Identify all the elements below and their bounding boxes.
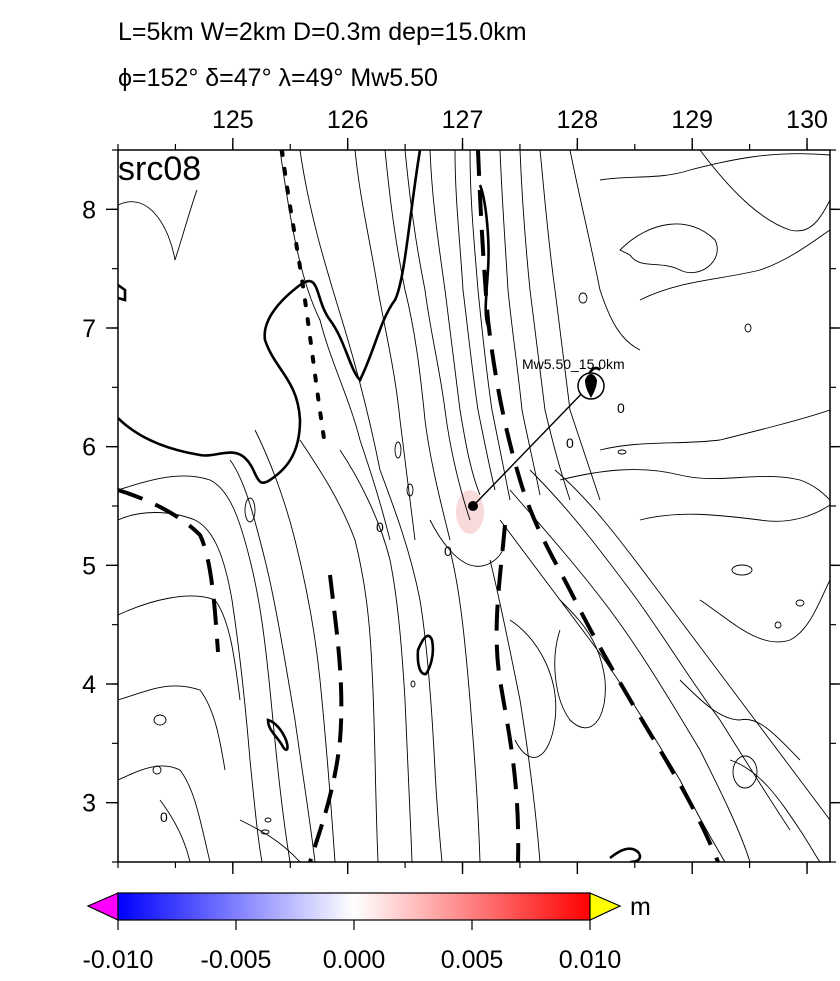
colorbar-over-triangle xyxy=(589,892,622,921)
contour-label: 0 xyxy=(160,809,168,825)
event-label: Mw5.50_15.0km xyxy=(522,356,625,372)
panel-label: src08 xyxy=(118,150,201,188)
lat-tick-label: 4 xyxy=(82,671,96,699)
contour-label: 0 xyxy=(566,435,574,451)
lon-tick-label: 130 xyxy=(786,106,828,134)
contour-label: 0 xyxy=(444,543,452,559)
source-parameters-title: L=5km W=2km D=0.3m dep=15.0km xyxy=(118,18,527,46)
closed-contours xyxy=(152,292,805,835)
colorbar-unit: m xyxy=(630,893,651,921)
colorbar-gradient xyxy=(117,892,591,921)
trench-lines xyxy=(118,150,720,862)
contour-layer: 0 0 0 0 0 xyxy=(118,150,830,862)
lat-tick-label: 8 xyxy=(82,196,96,224)
fault-projection-line xyxy=(472,384,591,507)
contour-label: 0 xyxy=(617,400,625,416)
fault-centroid-marker xyxy=(468,501,478,511)
deformation-patch xyxy=(456,490,484,534)
lon-tick-label: 128 xyxy=(556,106,598,134)
map-axes: 125 126 127 128 129 130 3 4 5 6 7 8 xyxy=(82,106,840,874)
panel-label-box xyxy=(118,150,220,190)
beachball-compressional-quadrant xyxy=(585,374,597,398)
lon-tick-label: 126 xyxy=(327,106,369,134)
colorbar-ticks: -0.010 -0.005 0.000 0.005 0.010 xyxy=(83,920,622,974)
lon-tick-label: 129 xyxy=(671,106,713,134)
contour-label: 0 xyxy=(376,519,384,535)
thin-contours xyxy=(118,150,830,862)
colorbar-under-triangle xyxy=(86,892,119,921)
lon-tick-label: 125 xyxy=(212,106,254,134)
colorbar-tick-label: 0.010 xyxy=(559,946,622,974)
colorbar-tick-label: 0.000 xyxy=(323,946,386,974)
lon-tick-label: 127 xyxy=(442,106,484,134)
lat-tick-label: 3 xyxy=(82,790,96,818)
colorbar-tick-label: -0.005 xyxy=(201,946,272,974)
colorbar: m -0.010 -0.005 0.000 0.005 0.010 xyxy=(83,892,651,974)
colorbar-tick-label: 0.005 xyxy=(441,946,504,974)
lat-tick-label: 6 xyxy=(82,434,96,462)
lat-tick-label: 7 xyxy=(82,315,96,343)
lat-tick-label: 5 xyxy=(82,552,96,580)
colorbar-tick-label: -0.010 xyxy=(83,946,154,974)
mechanism-parameters-title: ϕ=152° δ=47° λ=49° Mw5.50 xyxy=(118,64,438,92)
